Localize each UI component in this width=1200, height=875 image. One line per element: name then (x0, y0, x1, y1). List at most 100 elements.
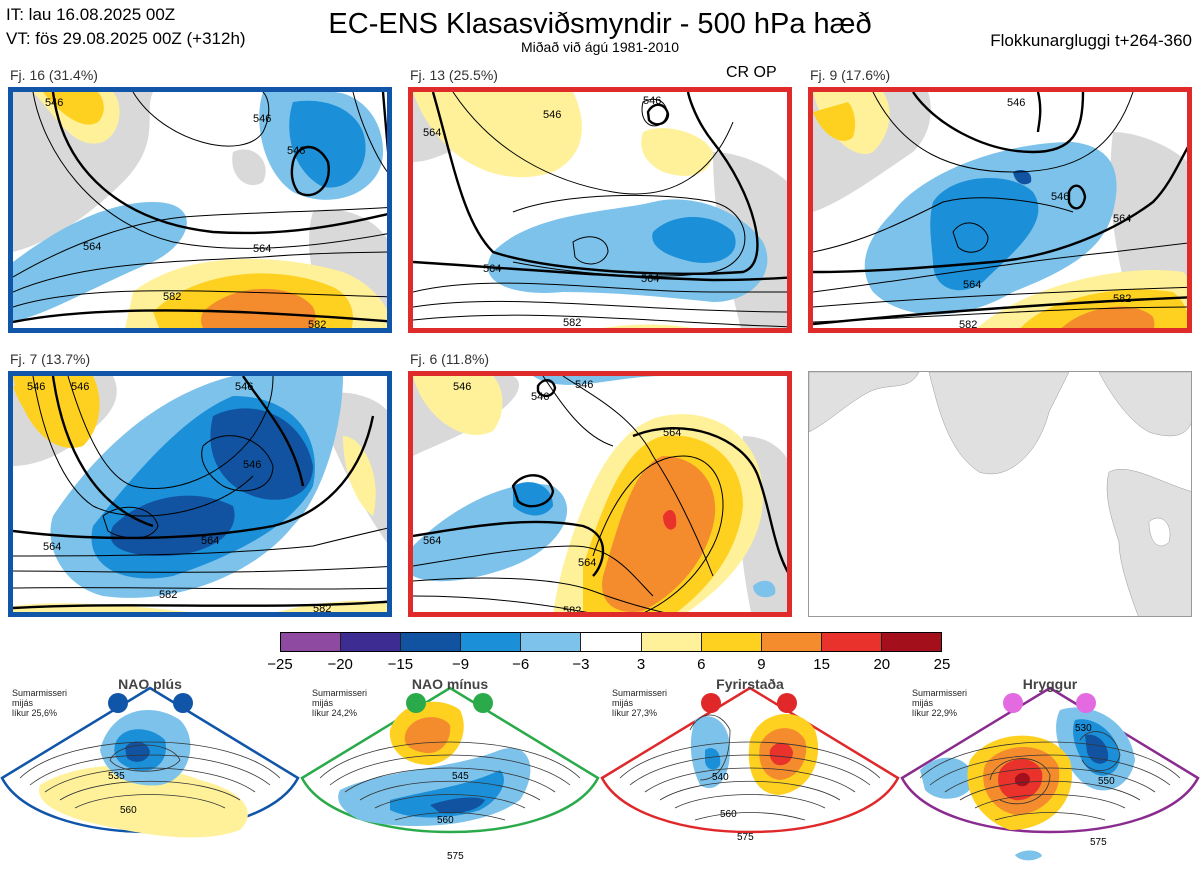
regime-nao-minus: 545 560 575 NAO mínus Sumarmisseri mijás l… (300, 670, 600, 870)
regime-ridge: 530 550 575 Hryggur Sumarmisseri mijás lík… (900, 670, 1200, 870)
contour-label: 546 (643, 95, 661, 107)
cluster-map-3: 546 546 564 564 582 582 (808, 87, 1192, 333)
contour-label: 546 (253, 113, 271, 125)
regime-dot (406, 693, 426, 713)
colorbar-segment (521, 633, 582, 651)
regime-dot (701, 693, 721, 713)
panel-label-1: Fj. 16 (31.4%) (10, 67, 98, 83)
regime-dot (1076, 693, 1096, 713)
regime-name: NAO plús (118, 676, 182, 692)
colorbar-segment (821, 633, 882, 651)
contour-label: 564 (423, 535, 441, 547)
contour-label: 564 (423, 127, 441, 139)
regime-blocking: 540 560 575 Fyrirstaða Sumarmisseri mijás… (600, 670, 900, 870)
contour-label: 546 (575, 379, 593, 391)
classification-window: Flokkunargluggi t+264-360 (990, 31, 1192, 50)
chart-title: EC-ENS Klasasviðsmyndir - 500 hPa hæð (328, 8, 872, 40)
regime-dot (173, 693, 193, 713)
colorbar-segment (281, 633, 342, 651)
colorbar-segment (641, 633, 702, 651)
contour-label: 582 (163, 291, 181, 303)
regime-contour-label: 530 (1075, 723, 1092, 734)
contour-label: 546 (235, 381, 253, 393)
regime-nao-plus: 535 560 NAO plús Sumarmisseri mijás líkur … (0, 670, 300, 870)
contour-label: 582 (563, 605, 581, 617)
colorbar-segment (461, 633, 522, 651)
regime-dot (777, 693, 797, 713)
cluster-map-4: 546 546 546 546 564 564 582 582 (8, 371, 392, 617)
contour-label: 564 (641, 273, 659, 285)
regime-contour-label: 575 (1090, 837, 1107, 848)
regime-name: NAO mínus (411, 676, 489, 692)
colorbar-segment (761, 633, 822, 651)
contour-label: 582 (159, 589, 177, 601)
regime-contour-label: 545 (452, 771, 469, 782)
contour-label: 582 (959, 319, 977, 331)
contour-label: 564 (253, 243, 271, 255)
colorbar-tick-label: −3 (572, 656, 590, 673)
colorbar-tick-label: −9 (451, 656, 470, 673)
colorbar-tick-label: −6 (512, 656, 530, 673)
contour-label: 564 (83, 241, 101, 253)
contour-label: 546 (543, 109, 561, 121)
regime-info: Sumarmisseri mijás líkur 24,2% (312, 688, 368, 718)
colorbar-tick-label: −25 (267, 656, 293, 673)
colorbar-segment (701, 633, 762, 651)
contour-label: 582 (313, 603, 331, 615)
regime-contour-label: 560 (120, 805, 137, 816)
contour-label: 582 (563, 317, 581, 329)
panel-label-3: Fj. 9 (17.6%) (810, 67, 891, 83)
regime-contour-label: 535 (108, 771, 125, 782)
regime-info: Sumarmisseri mijás líkur 27,3% (612, 688, 668, 718)
regime-contour-label: 575 (737, 832, 754, 843)
panel-label-2: Fj. 13 (25.5%) (410, 67, 498, 83)
contour-label: 564 (201, 535, 219, 547)
regime-contour-label: 560 (720, 809, 737, 820)
contour-label: 582 (723, 327, 741, 333)
regime-dot (1003, 693, 1023, 713)
regime-dot (108, 693, 128, 713)
contour-label: 546 (1007, 97, 1025, 109)
panel-label-4: Fj. 7 (13.7%) (10, 351, 91, 367)
contour-label: 546 (243, 459, 261, 471)
contour-label: 564 (578, 557, 596, 569)
colorbar-tick-label: −15 (387, 656, 414, 673)
contour-label: 546 (45, 97, 63, 109)
colorbar-tick-label: 6 (697, 656, 706, 673)
regime-contour-label: 560 (437, 815, 454, 826)
colorbar-segment (401, 633, 462, 651)
regime-name: Hryggur (1022, 676, 1078, 692)
chart-subtitle: Miðað við ágú 1981-2010 (520, 39, 679, 55)
cluster-map-1: 546 564 564 582 546 582 546 (8, 87, 392, 333)
contour-label: 546 (453, 381, 471, 393)
colorbar-tick-label: 3 (636, 656, 646, 673)
cr-op-label: CR OP (726, 64, 777, 81)
colorbar-tick-label: 9 (757, 656, 766, 673)
colorbar-segment (881, 633, 942, 651)
cluster-map-2: 546 546 564 564 564 582 582 (408, 87, 792, 333)
contour-label: 564 (483, 263, 501, 275)
regime-dot (473, 693, 493, 713)
regime-contour-label: 540 (712, 772, 729, 783)
colorbar-segment (341, 633, 402, 651)
contour-label: 564 (963, 279, 981, 291)
contour-label: 564 (663, 427, 681, 439)
contour-label: 546 (27, 381, 45, 393)
regime-contour-label: 550 (1098, 776, 1115, 787)
contour-label: 582 (1113, 293, 1131, 305)
contour-label: 582 (308, 319, 326, 331)
regime-contour-label: 575 (447, 851, 464, 862)
colorbar-tick-label: −20 (327, 656, 353, 673)
contour-label: 546 (71, 381, 89, 393)
colorbar-segment (581, 633, 642, 651)
colorbar-tick-label: 20 (873, 656, 891, 673)
valid-time: VT: fös 29.08.2025 00Z (+312h) (6, 29, 246, 48)
regime-info: Sumarmisseri mijás líkur 25,6% (12, 688, 68, 718)
colorbar-tick-label: 25 (933, 656, 951, 673)
contour-label: 564 (1113, 213, 1131, 225)
contour-label: 564 (43, 541, 61, 553)
empty-map-panel (808, 371, 1192, 617)
contour-label: 546 (1051, 191, 1069, 203)
regime-name: Fyrirstaða (716, 676, 784, 692)
colorbar (280, 632, 942, 652)
